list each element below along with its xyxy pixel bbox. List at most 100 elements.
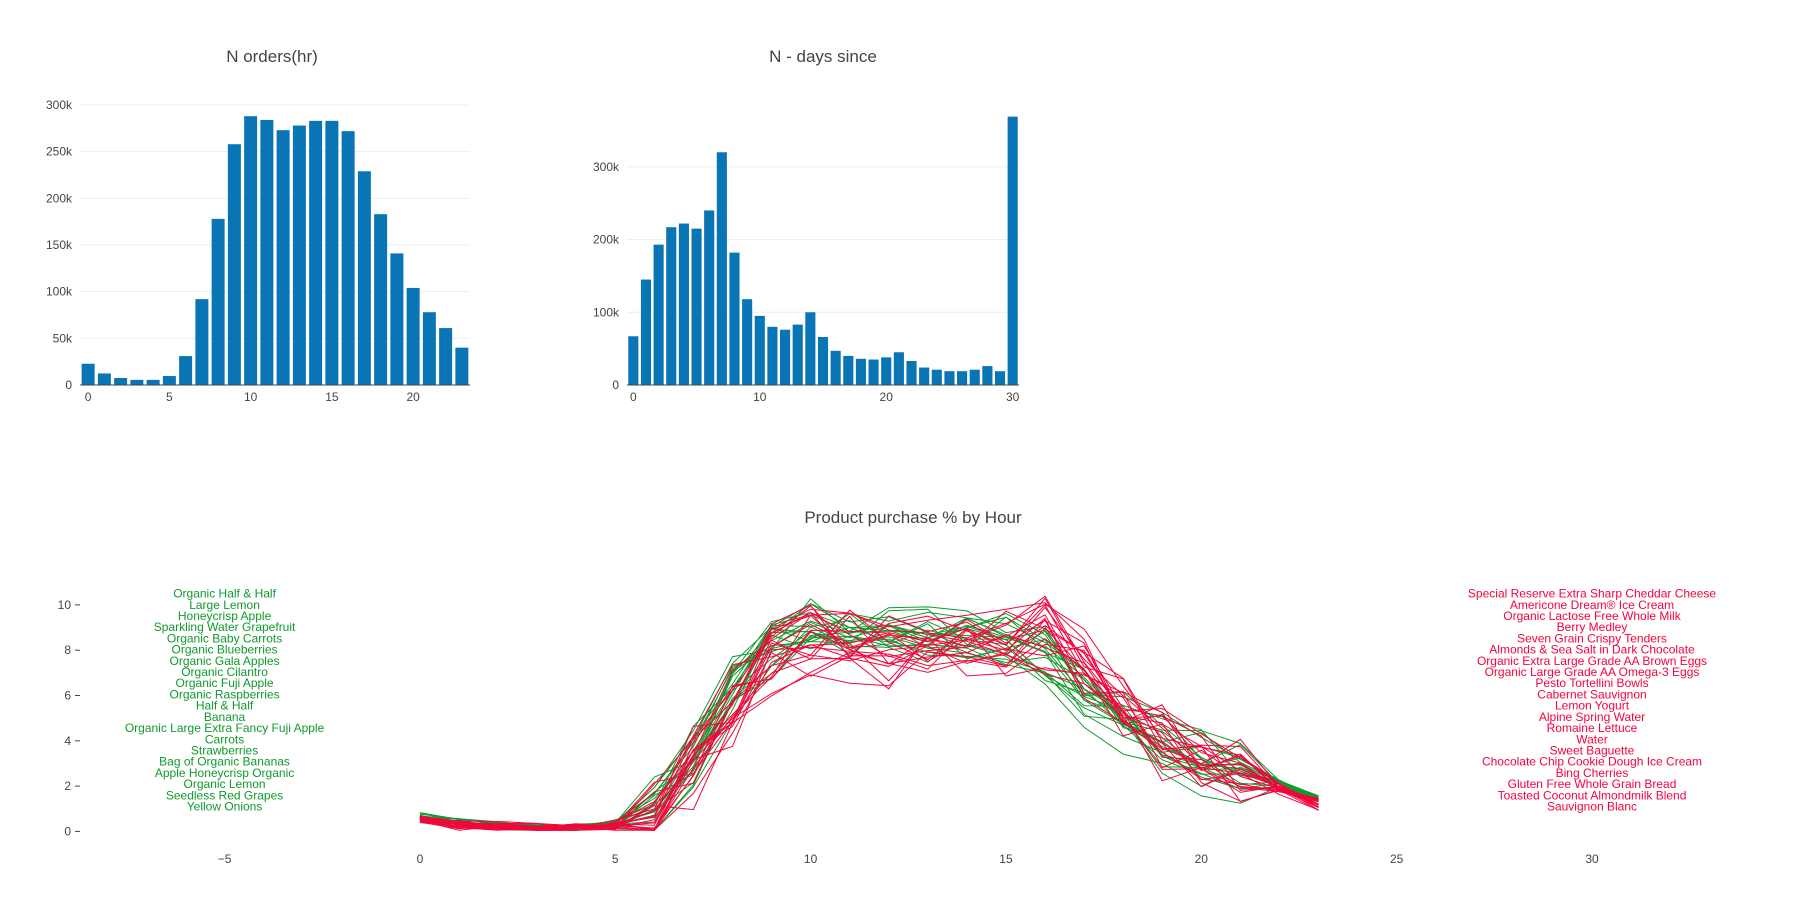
bar	[455, 347, 469, 385]
series-line-green	[419, 616, 1319, 827]
y-tick-label: 0	[64, 824, 71, 838]
bar	[1007, 116, 1018, 386]
bar	[893, 352, 904, 385]
product-label-red: Bing Cherries	[1556, 766, 1629, 780]
product-label-green: Organic Large Extra Fancy Fuji Apple	[125, 721, 325, 735]
bar	[390, 253, 404, 385]
bar	[881, 357, 892, 385]
bar	[309, 120, 323, 385]
bar	[780, 329, 791, 385]
x-tick-label: 10	[244, 390, 258, 404]
bar	[146, 379, 160, 385]
bar	[640, 279, 652, 385]
product-label-green: Organic Blueberries	[172, 643, 278, 657]
y-tick-label: 150k	[46, 238, 73, 252]
product-label-green: Strawberries	[191, 743, 258, 757]
y-tick-label: 300k	[46, 98, 73, 112]
series-line-green	[419, 628, 1319, 829]
x-tick-label: 30	[1006, 390, 1020, 404]
product-label-red: Water	[1576, 732, 1608, 746]
bar	[211, 218, 225, 385]
product-label-green: Yellow Onions	[187, 799, 263, 813]
bar	[767, 326, 778, 385]
product-label-green: Organic Raspberries	[170, 687, 280, 701]
product-label-green: Organic Lemon	[184, 777, 266, 791]
bar	[691, 228, 702, 385]
series-line-red	[419, 615, 1319, 830]
product-label-green: Organic Baby Carrots	[167, 631, 282, 645]
x-tick-label: 20	[406, 390, 420, 404]
y-tick-label: 100k	[46, 285, 73, 299]
product-label-red: Lemon Yogurt	[1555, 699, 1630, 713]
product-label-green: Large Lemon	[189, 598, 260, 612]
product-label-red: Cabernet Sauvignon	[1537, 687, 1646, 701]
purchase-pct-by-hour-chart: Product purchase % by Hour 0 2 4 6 8 10 −5 0 5 10…	[58, 508, 1717, 866]
bar	[653, 244, 664, 385]
x-tick-label: 20	[880, 390, 894, 404]
bar	[276, 130, 290, 385]
product-label-red: Americone Dream® Ice Cream	[1510, 598, 1674, 612]
y-tick-label: 0	[612, 378, 619, 392]
series-line-red	[419, 611, 1319, 828]
bar	[406, 287, 420, 385]
bar	[422, 312, 436, 385]
x-tick-label: 30	[1585, 852, 1599, 866]
bar	[994, 371, 1006, 385]
chart-title: N orders(hr)	[226, 47, 318, 66]
product-label-red: Berry Medley	[1557, 620, 1628, 634]
chart-title: Product purchase % by Hour	[804, 508, 1022, 527]
product-label-green: Banana	[204, 710, 246, 724]
bar	[957, 371, 968, 385]
series-line-red	[419, 624, 1319, 831]
bar	[742, 299, 753, 385]
bar	[292, 125, 306, 386]
x-tick-label: 10	[804, 852, 818, 866]
product-label-red: Romaine Lettuce	[1547, 721, 1638, 735]
days-since-chart: N - days since 0 100k 200k 300k 0 10 20 30	[593, 47, 1020, 404]
product-label-green: Organic Cilantro	[181, 665, 268, 679]
bar	[666, 227, 677, 385]
product-label-red: Sauvignon Blanc	[1547, 799, 1637, 813]
bar	[195, 299, 209, 385]
product-label-red: Chocolate Chip Cookie Dough Ice Cream	[1482, 755, 1702, 769]
bar	[81, 363, 95, 385]
series-line-red	[419, 636, 1319, 831]
bar	[805, 312, 816, 385]
series-line-red	[419, 610, 1319, 831]
x-tick-label: 20	[1195, 852, 1209, 866]
series-line-green	[419, 635, 1319, 831]
product-label-red: Organic Lactose Free Whole Milk	[1503, 609, 1681, 623]
series-line-green	[419, 635, 1319, 831]
bar	[439, 328, 453, 385]
series-line-red	[419, 597, 1319, 829]
x-tick-label: −5	[218, 852, 232, 866]
bar	[114, 378, 128, 385]
x-tick-label: 5	[166, 390, 173, 404]
x-tick-label: 15	[999, 852, 1013, 866]
bar	[754, 315, 765, 385]
product-label-green: Apple Honeycrisp Organic	[155, 766, 294, 780]
bar	[792, 324, 803, 385]
bar	[97, 373, 111, 385]
line-series-group	[419, 595, 1319, 831]
bar	[374, 214, 388, 385]
y-tick-label: 300k	[593, 160, 620, 174]
x-tick-label: 15	[325, 390, 339, 404]
bar	[628, 336, 639, 385]
product-label-red: Seven Grain Crispy Tenders	[1517, 631, 1667, 645]
product-label-red: Pesto Tortellini Bowls	[1535, 676, 1648, 690]
product-label-red: Special Reserve Extra Sharp Cheddar Chee…	[1468, 587, 1716, 601]
bar	[357, 171, 371, 385]
x-tick-label: 0	[630, 390, 637, 404]
y-tick-label: 2	[64, 779, 71, 793]
bar	[969, 369, 980, 385]
bar	[244, 116, 258, 385]
bar	[260, 119, 274, 385]
series-line-green	[419, 612, 1319, 828]
bar	[855, 358, 866, 385]
product-label-green: Half & Half	[196, 699, 254, 713]
series-line-green	[419, 611, 1319, 829]
x-tick-label: 0	[417, 852, 424, 866]
series-line-red	[419, 627, 1319, 831]
bar	[678, 223, 689, 385]
